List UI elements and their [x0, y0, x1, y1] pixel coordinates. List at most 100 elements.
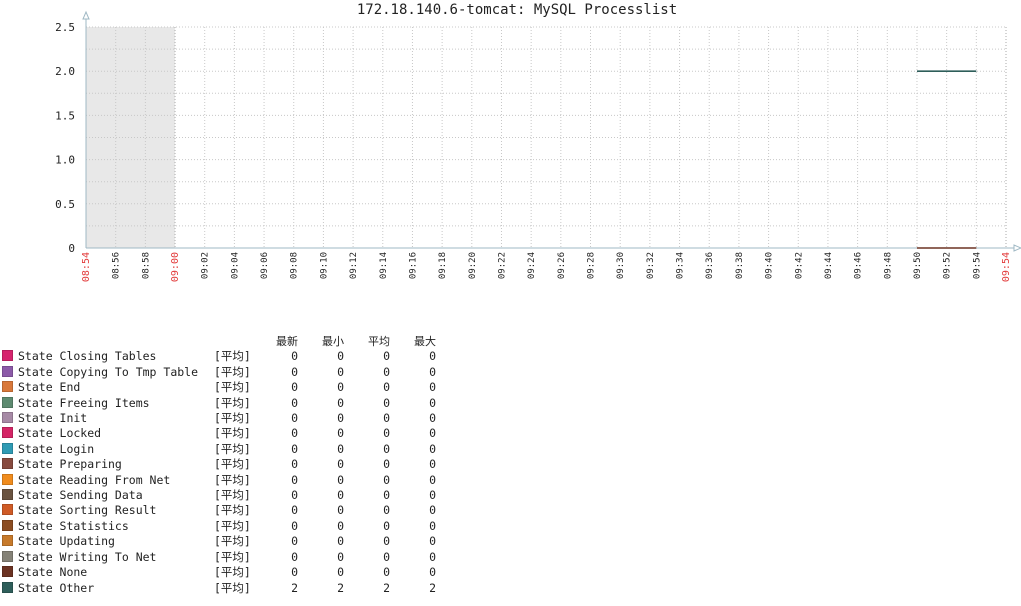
legend-row: State Closing Tables [平均] 0 0 0 0 — [2, 349, 436, 364]
legend-swatch — [2, 566, 13, 578]
legend-series-name: State Freeing Items — [2, 396, 214, 411]
legend-func: [平均] — [214, 380, 251, 395]
legend-max: 0 — [429, 364, 436, 379]
legend-label: State End — [18, 380, 81, 395]
x-tick-label: 08:58 — [141, 252, 151, 279]
legend-func: [平均] — [214, 518, 251, 533]
legend-series-name: State Copying To Tmp Table — [2, 365, 214, 380]
x-tick-label: 09:52 — [943, 252, 953, 279]
legend-max: 0 — [429, 395, 436, 410]
x-tick-label: 09:34 — [676, 252, 686, 279]
legend-last: 0 — [291, 457, 298, 472]
legend-avg: 0 — [383, 503, 390, 518]
legend-avg: 0 — [383, 349, 390, 364]
y-tick-label: 2.0 — [55, 65, 75, 78]
legend-last: 0 — [291, 364, 298, 379]
legend-max: 0 — [429, 534, 436, 549]
x-tick-label: 09:10 — [319, 252, 329, 279]
legend-last: 0 — [291, 565, 298, 580]
legend-swatch — [2, 473, 13, 485]
series-lines — [916, 70, 977, 249]
y-tick-label: 0 — [68, 242, 75, 255]
legend-swatch — [2, 427, 13, 439]
legend-label: State Locked — [18, 426, 102, 441]
x-tick-label: 09:16 — [408, 252, 418, 279]
legend-func: [平均] — [214, 549, 251, 564]
legend-last: 0 — [291, 395, 298, 410]
legend-min: 0 — [337, 457, 344, 472]
legend-series-name: State Other — [2, 581, 214, 596]
legend-max: 0 — [429, 565, 436, 580]
legend-swatch — [2, 396, 13, 408]
x-tick-label: 09:32 — [646, 252, 656, 279]
legend-label: State Preparing — [18, 457, 122, 472]
y-tick-label: 0.5 — [55, 198, 75, 211]
legend-func: [平均] — [214, 503, 251, 518]
legend-last: 0 — [291, 426, 298, 441]
legend-swatch — [2, 550, 13, 562]
chart-canvas: 172.18.140.6-tomcat: MySQL Processlist 2… — [55, 2, 1021, 282]
legend-series-name: State Login — [2, 442, 214, 457]
legend-row: State Locked [平均] 0 0 0 0 — [2, 426, 436, 441]
legend-min: 0 — [337, 472, 344, 487]
legend-series-name: State Closing Tables — [2, 349, 214, 364]
legend-min: 0 — [337, 426, 344, 441]
legend-min: 0 — [337, 518, 344, 533]
legend-series-name: State None — [2, 565, 214, 580]
x-tick-label: 09:54 — [1001, 252, 1012, 282]
legend-min: 0 — [337, 488, 344, 503]
x-tick-label: 09:00 — [170, 252, 181, 282]
legend-func: [平均] — [214, 488, 251, 503]
legend-label: State Freeing Items — [18, 395, 150, 410]
x-axis-ticks: 08:54 08:56 08:58 09:00 09:02 09:04 09:06 09:08… — [81, 252, 1012, 282]
legend-label: State Sorting Result — [18, 503, 157, 518]
legend-row: State None [平均] 0 0 0 0 — [2, 565, 436, 580]
legend-func: [平均] — [214, 411, 251, 426]
x-tick-label: 09:46 — [854, 252, 864, 279]
legend-swatch — [2, 381, 13, 393]
legend-series-name: State Preparing — [2, 457, 214, 472]
legend-table: 最新 最小 平均 最大 State Closing Tables [平均] 0 0 0 0… — [2, 334, 436, 596]
legend-last: 0 — [291, 441, 298, 456]
legend-avg: 0 — [383, 380, 390, 395]
y-axis-arrow — [82, 10, 90, 20]
y-tick-label: 1.0 — [55, 154, 75, 167]
legend-avg: 0 — [383, 441, 390, 456]
legend-func: [平均] — [214, 565, 251, 580]
x-tick-label: 09:18 — [438, 252, 448, 279]
legend-last: 0 — [291, 349, 298, 364]
legend-label: State Statistics — [18, 518, 129, 533]
x-tick-label: 09:40 — [765, 252, 775, 279]
legend-max: 0 — [429, 518, 436, 533]
legend-min: 0 — [337, 565, 344, 580]
legend-max: 0 — [429, 426, 436, 441]
legend-last: 0 — [291, 411, 298, 426]
x-tick-label: 09:54 — [972, 252, 982, 279]
legend-last: 0 — [291, 518, 298, 533]
x-tick-label: 08:54 — [81, 252, 92, 282]
y-axis-ticks: 2.5 2.0 1.5 1.0 0.5 0 — [55, 21, 75, 255]
legend-min: 0 — [337, 411, 344, 426]
legend-func: [平均] — [214, 395, 251, 410]
legend-avg: 0 — [383, 426, 390, 441]
legend-min: 0 — [337, 349, 344, 364]
legend-last: 0 — [291, 472, 298, 487]
legend-row: State Login [平均] 0 0 0 0 — [2, 442, 436, 457]
legend-row: State Other [平均] 2 2 2 2 — [2, 581, 436, 596]
legend-swatch — [2, 504, 13, 516]
legend-func: [平均] — [214, 457, 251, 472]
legend-series-name: State Updating — [2, 534, 214, 549]
legend-swatch — [2, 442, 13, 454]
x-tick-label: 09:48 — [883, 252, 893, 279]
legend-min: 0 — [337, 503, 344, 518]
legend-min: 0 — [337, 380, 344, 395]
legend-avg: 0 — [383, 364, 390, 379]
legend-label: State None — [18, 565, 88, 580]
legend-header-row: 最新 最小 平均 最大 — [2, 334, 436, 349]
legend-swatch — [2, 535, 13, 547]
x-tick-label: 09:20 — [468, 252, 478, 279]
legend-swatch — [2, 489, 13, 501]
y-tick-label: 1.5 — [55, 109, 75, 122]
legend-label: State Reading From Net — [18, 472, 171, 487]
legend-row: State Reading From Net [平均] 0 0 0 0 — [2, 473, 436, 488]
